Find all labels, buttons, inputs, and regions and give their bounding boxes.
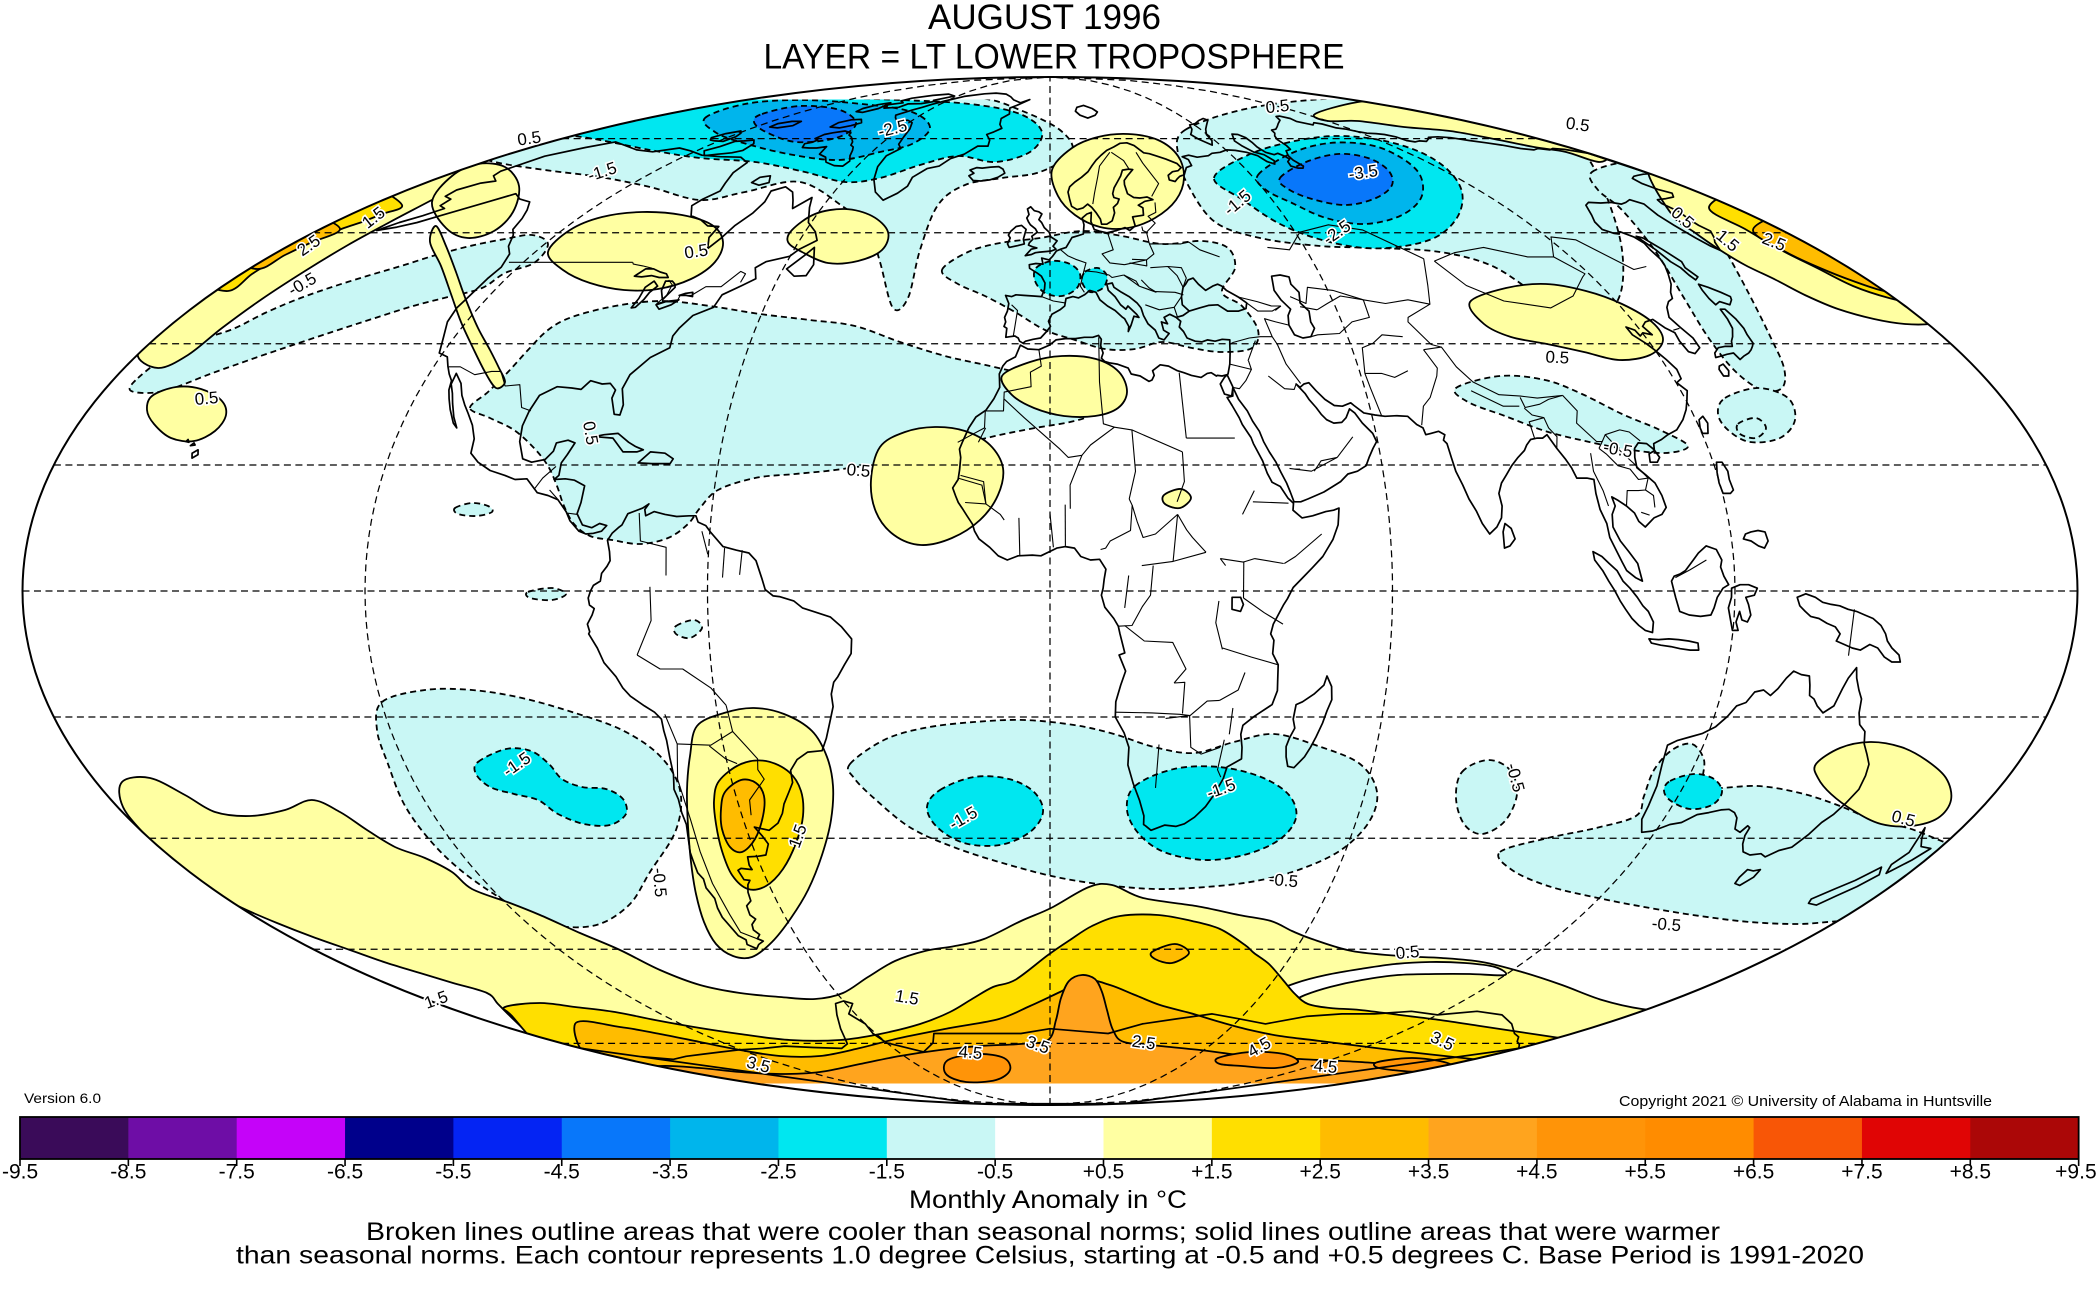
svg-text:0.5: 0.5 xyxy=(683,241,709,263)
svg-text:4.5: 4.5 xyxy=(1313,1056,1338,1077)
svg-text:+0.5: +0.5 xyxy=(1083,1160,1124,1183)
svg-text:0.5: 0.5 xyxy=(846,460,871,481)
svg-text:-5.5: -5.5 xyxy=(435,1160,471,1183)
svg-text:Copyright 2021 © University of: Copyright 2021 © University of Alabama i… xyxy=(1619,1093,1992,1110)
svg-text:Broken lines outline areas tha: Broken lines outline areas that were coo… xyxy=(366,1218,1720,1246)
svg-text:1.5: 1.5 xyxy=(894,986,921,1009)
svg-text:2.5: 2.5 xyxy=(1131,1032,1157,1054)
svg-text:+5.5: +5.5 xyxy=(1625,1160,1666,1183)
svg-text:-7.5: -7.5 xyxy=(219,1160,255,1183)
svg-text:AUGUST 1996: AUGUST 1996 xyxy=(928,0,1161,37)
svg-text:LAYER = LT LOWER TROPOSPHERE: LAYER = LT LOWER TROPOSPHERE xyxy=(764,38,1345,77)
svg-text:-0.5: -0.5 xyxy=(1268,870,1299,891)
svg-text:0.5: 0.5 xyxy=(516,128,542,150)
svg-text:0.5: 0.5 xyxy=(1395,942,1420,963)
svg-text:-1.5: -1.5 xyxy=(869,1160,905,1183)
svg-text:+3.5: +3.5 xyxy=(1408,1160,1449,1183)
svg-text:-0.5: -0.5 xyxy=(977,1160,1013,1183)
svg-text:-0.5: -0.5 xyxy=(1651,914,1682,935)
svg-text:0.5: 0.5 xyxy=(194,388,219,409)
svg-text:-3.5: -3.5 xyxy=(1347,161,1379,184)
svg-text:0.5: 0.5 xyxy=(1545,347,1570,367)
svg-text:-9.5: -9.5 xyxy=(2,1160,38,1183)
svg-text:0.5: 0.5 xyxy=(579,420,602,447)
svg-text:-4.5: -4.5 xyxy=(544,1160,580,1183)
svg-text:+6.5: +6.5 xyxy=(1733,1160,1774,1183)
svg-text:-0.5: -0.5 xyxy=(649,867,670,898)
svg-text:4.5: 4.5 xyxy=(958,1042,983,1063)
svg-text:+4.5: +4.5 xyxy=(1516,1160,1557,1183)
svg-text:+9.5: +9.5 xyxy=(2055,1160,2096,1183)
svg-text:-8.5: -8.5 xyxy=(110,1160,146,1183)
svg-text:+7.5: +7.5 xyxy=(1841,1160,1882,1183)
svg-text:+2.5: +2.5 xyxy=(1299,1160,1340,1183)
svg-text:+8.5: +8.5 xyxy=(1950,1160,1991,1183)
svg-text:Monthly Anomaly in °C: Monthly Anomaly in °C xyxy=(909,1186,1187,1214)
svg-text:than seasonal norms. Each cont: than seasonal norms. Each contour repres… xyxy=(236,1242,1864,1270)
svg-text:-3.5: -3.5 xyxy=(652,1160,688,1183)
svg-text:-6.5: -6.5 xyxy=(327,1160,363,1183)
svg-text:+1.5: +1.5 xyxy=(1191,1160,1232,1183)
svg-text:0.5: 0.5 xyxy=(1265,96,1290,117)
svg-text:0.5: 0.5 xyxy=(1565,114,1591,136)
svg-text:-2.5: -2.5 xyxy=(760,1160,796,1183)
svg-text:Version 6.0: Version 6.0 xyxy=(24,1091,101,1106)
